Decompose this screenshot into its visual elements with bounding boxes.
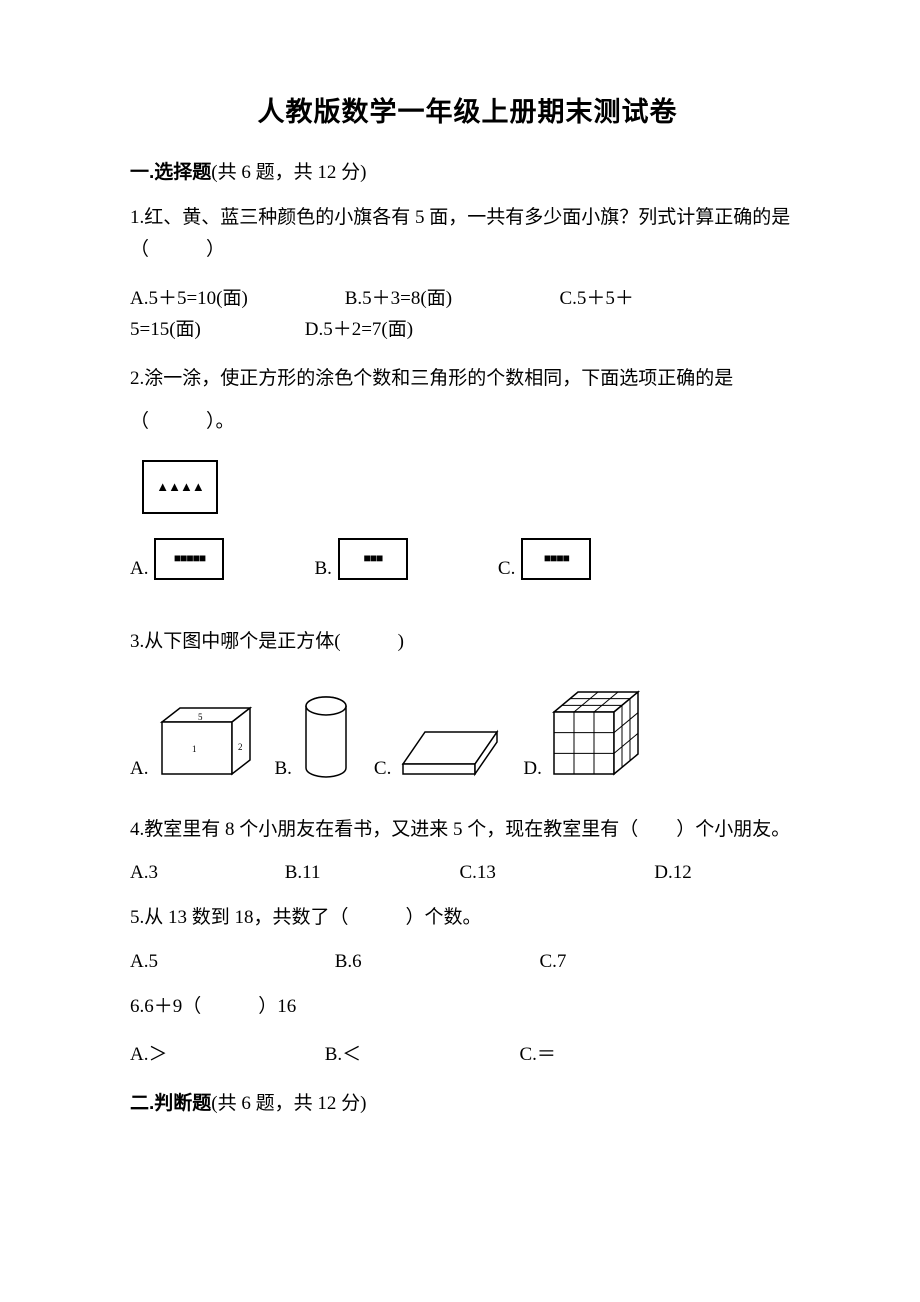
q5-text: 5.从 13 数到 18，共数了（ ）个数。	[130, 902, 805, 934]
q2-opt-a-label: A.	[130, 558, 148, 580]
doc-title: 人教版数学一年级上册期末测试卷	[130, 90, 805, 129]
q5-opt-c: C.7	[540, 951, 567, 973]
q4-opt-b: B.11	[285, 862, 455, 884]
svg-text:2: 2	[238, 742, 243, 752]
q2-opt-c: C. ■■■■	[498, 538, 591, 580]
q2-opt-a-squares: ■■■■■	[174, 551, 205, 566]
triangle-box: ▲▲▲▲	[142, 460, 218, 514]
q2-opt-b-label: B.	[314, 558, 331, 580]
q6-opt-a: A.＞	[130, 1039, 320, 1066]
section-1-header: 一.选择题(共 6 题，共 12 分)	[130, 157, 805, 184]
q2-options-row: A. ■■■■■ B. ■■■ C. ■■■■	[130, 538, 805, 580]
q6-text: 6.6＋9（ ）16	[130, 991, 805, 1023]
q3-opt-a: A. 5 1 2	[130, 702, 254, 780]
q2-opt-a-box: ■■■■■	[154, 538, 224, 580]
section-2-meta: (共 6 题，共 12 分)	[211, 1093, 366, 1114]
section-2-label: 二.判断题	[130, 1093, 211, 1114]
q2-opt-c-box: ■■■■	[521, 538, 591, 580]
q1-opt-a: A.5＋5=10(面)	[130, 283, 340, 314]
q4-text: 4.教室里有 8 个小朋友在看书，又进来 5 个，现在教室里有（ ）个小朋友。	[130, 814, 805, 846]
q2-opt-c-squares: ■■■■	[544, 551, 569, 566]
q4-opt-c: C.13	[460, 862, 650, 884]
q5-opt-a: A.5	[130, 951, 330, 973]
q1-options: A.5＋5=10(面) B.5＋3=8(面) C.5＋5＋ 5=15(面) D.…	[130, 283, 805, 346]
q3-opt-b: B.	[274, 694, 353, 780]
q2-reference-box: ▲▲▲▲	[130, 460, 805, 514]
q2-opt-c-label: C.	[498, 558, 515, 580]
q2-text: 2.涂一涂，使正方形的涂色个数和三角形的个数相同，下面选项正确的是	[130, 363, 805, 395]
q3-opt-c-label: C.	[374, 758, 391, 780]
page-root: 人教版数学一年级上册期末测试卷 一.选择题(共 6 题，共 12 分) 1.红、…	[0, 0, 920, 1193]
q2-opt-a: A. ■■■■■	[130, 538, 224, 580]
triangles: ▲▲▲▲	[156, 479, 203, 495]
q4-opt-a: A.3	[130, 862, 280, 884]
section-2-header: 二.判断题(共 6 题，共 12 分)	[130, 1088, 805, 1115]
q5-opt-b: B.6	[335, 951, 535, 973]
q3-opt-d: D.	[523, 688, 643, 780]
parallelogram-slab-icon	[397, 726, 503, 780]
q3-opt-d-label: D.	[523, 758, 541, 780]
cylinder-icon	[298, 694, 354, 780]
q3-opt-c: C.	[374, 726, 503, 780]
q2-blank: （ ）。	[130, 406, 805, 438]
q2-opt-b-squares: ■■■	[364, 551, 383, 566]
q4-opt-d: D.12	[654, 862, 691, 884]
section-1-meta: (共 6 题，共 12 分)	[211, 162, 366, 183]
q1-opt-c-part2: 5=15(面)	[130, 314, 300, 345]
cube-icon	[548, 688, 644, 780]
q6-opt-c: C.＝	[520, 1039, 556, 1066]
q5-options: A.5 B.6 C.7	[130, 951, 805, 973]
q3-options-row: A. 5 1 2 B. C.	[130, 688, 805, 780]
q4-options: A.3 B.11 C.13 D.12	[130, 862, 805, 884]
q3-opt-a-label: A.	[130, 758, 148, 780]
q6-opt-b: B.＜	[325, 1039, 515, 1066]
q6-options: A.＞ B.＜ C.＝	[130, 1039, 805, 1066]
q1-opt-c-part1: C.5＋5＋	[560, 283, 634, 314]
q3-opt-b-label: B.	[274, 758, 291, 780]
q1-opt-d: D.5＋2=7(面)	[305, 314, 413, 345]
q2-opt-b-box: ■■■	[338, 538, 408, 580]
q3-text: 3.从下图中哪个是正方体( )	[130, 626, 805, 658]
section-1-label: 一.选择题	[130, 162, 211, 183]
cuboid-icon: 5 1 2	[154, 702, 254, 780]
q1-text: 1.红、黄、蓝三种颜色的小旗各有 5 面，一共有多少面小旗？列式计算正确的是（ …	[130, 202, 805, 267]
svg-text:1: 1	[192, 744, 197, 754]
q2-opt-b: B. ■■■	[314, 538, 407, 580]
q1-opt-b: B.5＋3=8(面)	[345, 283, 555, 314]
svg-text:5: 5	[198, 712, 203, 722]
